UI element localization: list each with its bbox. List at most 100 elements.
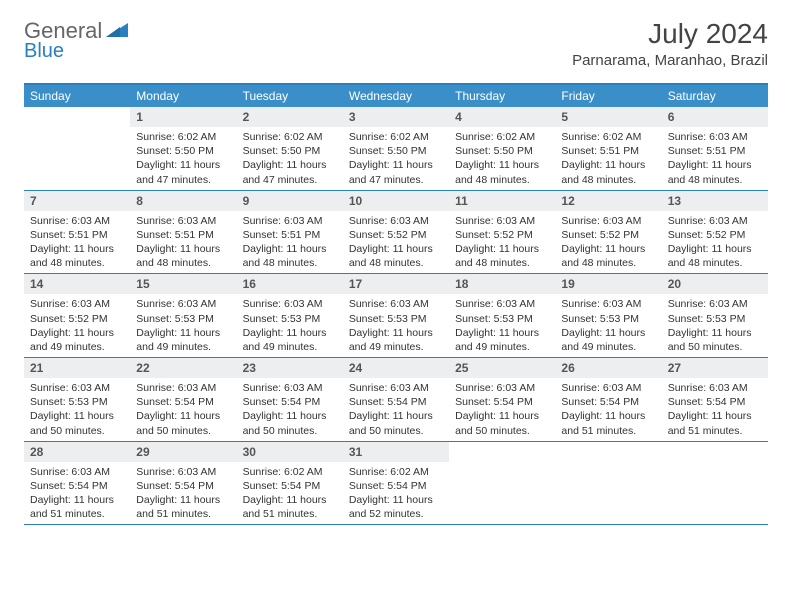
daylight-text: Daylight: 11 hours and 48 minutes. <box>30 242 124 270</box>
daylight-text: Daylight: 11 hours and 48 minutes. <box>455 158 549 186</box>
day-body: Sunrise: 6:03 AMSunset: 5:54 PMDaylight:… <box>555 378 661 441</box>
sunrise-text: Sunrise: 6:03 AM <box>455 297 549 311</box>
day-body: Sunrise: 6:03 AMSunset: 5:51 PMDaylight:… <box>662 127 768 190</box>
sunset-text: Sunset: 5:54 PM <box>668 395 762 409</box>
day-number: 20 <box>662 274 768 294</box>
day-number: 13 <box>662 191 768 211</box>
day-number <box>555 442 661 462</box>
day-body: Sunrise: 6:03 AMSunset: 5:53 PMDaylight:… <box>130 294 236 357</box>
dow-thursday: Thursday <box>449 85 555 107</box>
day-number: 1 <box>130 107 236 127</box>
sunrise-text: Sunrise: 6:02 AM <box>349 465 443 479</box>
sunrise-text: Sunrise: 6:03 AM <box>30 297 124 311</box>
sunrise-text: Sunrise: 6:02 AM <box>136 130 230 144</box>
day-number <box>449 442 555 462</box>
day-body: Sunrise: 6:03 AMSunset: 5:54 PMDaylight:… <box>24 462 130 525</box>
daylight-text: Daylight: 11 hours and 48 minutes. <box>668 242 762 270</box>
sunset-text: Sunset: 5:51 PM <box>668 144 762 158</box>
day-cell: 8Sunrise: 6:03 AMSunset: 5:51 PMDaylight… <box>130 191 236 274</box>
day-cell: 22Sunrise: 6:03 AMSunset: 5:54 PMDayligh… <box>130 358 236 441</box>
day-body: Sunrise: 6:03 AMSunset: 5:53 PMDaylight:… <box>449 294 555 357</box>
day-body: Sunrise: 6:02 AMSunset: 5:50 PMDaylight:… <box>449 127 555 190</box>
sunrise-text: Sunrise: 6:03 AM <box>668 130 762 144</box>
sunrise-text: Sunrise: 6:03 AM <box>668 214 762 228</box>
day-number <box>24 107 130 127</box>
sunset-text: Sunset: 5:52 PM <box>30 312 124 326</box>
daylight-text: Daylight: 11 hours and 48 minutes. <box>561 242 655 270</box>
day-cell: 7Sunrise: 6:03 AMSunset: 5:51 PMDaylight… <box>24 191 130 274</box>
sunrise-text: Sunrise: 6:03 AM <box>243 297 337 311</box>
day-number: 10 <box>343 191 449 211</box>
day-body: Sunrise: 6:02 AMSunset: 5:50 PMDaylight:… <box>237 127 343 190</box>
day-body <box>24 127 130 133</box>
sunset-text: Sunset: 5:52 PM <box>455 228 549 242</box>
daylight-text: Daylight: 11 hours and 47 minutes. <box>349 158 443 186</box>
day-cell: 6Sunrise: 6:03 AMSunset: 5:51 PMDaylight… <box>662 107 768 190</box>
sunrise-text: Sunrise: 6:02 AM <box>243 465 337 479</box>
daylight-text: Daylight: 11 hours and 50 minutes. <box>668 326 762 354</box>
daylight-text: Daylight: 11 hours and 49 minutes. <box>349 326 443 354</box>
dow-tuesday: Tuesday <box>237 85 343 107</box>
logo-text-blue: Blue <box>24 40 64 62</box>
day-cell: 18Sunrise: 6:03 AMSunset: 5:53 PMDayligh… <box>449 274 555 357</box>
day-number: 6 <box>662 107 768 127</box>
day-cell: 11Sunrise: 6:03 AMSunset: 5:52 PMDayligh… <box>449 191 555 274</box>
daylight-text: Daylight: 11 hours and 50 minutes. <box>455 409 549 437</box>
day-body: Sunrise: 6:03 AMSunset: 5:54 PMDaylight:… <box>449 378 555 441</box>
day-cell: 17Sunrise: 6:03 AMSunset: 5:53 PMDayligh… <box>343 274 449 357</box>
day-cell: 4Sunrise: 6:02 AMSunset: 5:50 PMDaylight… <box>449 107 555 190</box>
sunset-text: Sunset: 5:50 PM <box>455 144 549 158</box>
sunset-text: Sunset: 5:54 PM <box>243 395 337 409</box>
sunrise-text: Sunrise: 6:03 AM <box>136 381 230 395</box>
day-body: Sunrise: 6:03 AMSunset: 5:51 PMDaylight:… <box>130 211 236 274</box>
sunrise-text: Sunrise: 6:02 AM <box>455 130 549 144</box>
day-cell: 29Sunrise: 6:03 AMSunset: 5:54 PMDayligh… <box>130 442 236 525</box>
daylight-text: Daylight: 11 hours and 51 minutes. <box>668 409 762 437</box>
sunset-text: Sunset: 5:51 PM <box>136 228 230 242</box>
day-body: Sunrise: 6:03 AMSunset: 5:52 PMDaylight:… <box>555 211 661 274</box>
sunset-text: Sunset: 5:54 PM <box>30 479 124 493</box>
sunset-text: Sunset: 5:51 PM <box>30 228 124 242</box>
day-number: 7 <box>24 191 130 211</box>
day-number: 5 <box>555 107 661 127</box>
weeks-container: 1Sunrise: 6:02 AMSunset: 5:50 PMDaylight… <box>24 107 768 525</box>
day-number: 11 <box>449 191 555 211</box>
sunrise-text: Sunrise: 6:03 AM <box>455 381 549 395</box>
day-body: Sunrise: 6:02 AMSunset: 5:50 PMDaylight:… <box>343 127 449 190</box>
day-cell <box>449 442 555 525</box>
day-cell: 13 Sunrise: 6:03 AMSunset: 5:52 PMDayligh… <box>662 191 768 274</box>
day-body: Sunrise: 6:02 AMSunset: 5:54 PMDaylight:… <box>237 462 343 525</box>
sunrise-text: Sunrise: 6:02 AM <box>349 130 443 144</box>
week-row: 14Sunrise: 6:03 AMSunset: 5:52 PMDayligh… <box>24 274 768 358</box>
day-body: Sunrise: 6:03 AMSunset: 5:53 PMDaylight:… <box>237 294 343 357</box>
day-cell <box>662 442 768 525</box>
day-number: 16 <box>237 274 343 294</box>
month-title: July 2024 <box>572 18 768 50</box>
sunset-text: Sunset: 5:52 PM <box>668 228 762 242</box>
sunset-text: Sunset: 5:53 PM <box>136 312 230 326</box>
day-number: 12 <box>555 191 661 211</box>
daylight-text: Daylight: 11 hours and 50 minutes. <box>243 409 337 437</box>
sunrise-text: Sunrise: 6:03 AM <box>561 381 655 395</box>
calendar: Sunday Monday Tuesday Wednesday Thursday… <box>24 83 768 525</box>
day-number: 18 <box>449 274 555 294</box>
sunrise-text: Sunrise: 6:03 AM <box>668 381 762 395</box>
daylight-text: Daylight: 11 hours and 48 minutes. <box>561 158 655 186</box>
day-body: Sunrise: 6:03 AMSunset: 5:53 PMDaylight:… <box>343 294 449 357</box>
sunrise-text: Sunrise: 6:03 AM <box>136 214 230 228</box>
daylight-text: Daylight: 11 hours and 50 minutes. <box>30 409 124 437</box>
day-body <box>555 462 661 468</box>
day-cell <box>555 442 661 525</box>
day-cell: 25Sunrise: 6:03 AMSunset: 5:54 PMDayligh… <box>449 358 555 441</box>
sunset-text: Sunset: 5:53 PM <box>668 312 762 326</box>
sunset-text: Sunset: 5:54 PM <box>136 395 230 409</box>
daylight-text: Daylight: 11 hours and 51 minutes. <box>561 409 655 437</box>
week-row: 28Sunrise: 6:03 AMSunset: 5:54 PMDayligh… <box>24 442 768 526</box>
sunset-text: Sunset: 5:54 PM <box>561 395 655 409</box>
daylight-text: Daylight: 11 hours and 51 minutes. <box>243 493 337 521</box>
sunrise-text: Sunrise: 6:02 AM <box>243 130 337 144</box>
sunset-text: Sunset: 5:50 PM <box>243 144 337 158</box>
week-row: 1Sunrise: 6:02 AMSunset: 5:50 PMDaylight… <box>24 107 768 191</box>
day-body: Sunrise: 6:02 AMSunset: 5:50 PMDaylight:… <box>130 127 236 190</box>
day-cell: 15Sunrise: 6:03 AMSunset: 5:53 PMDayligh… <box>130 274 236 357</box>
